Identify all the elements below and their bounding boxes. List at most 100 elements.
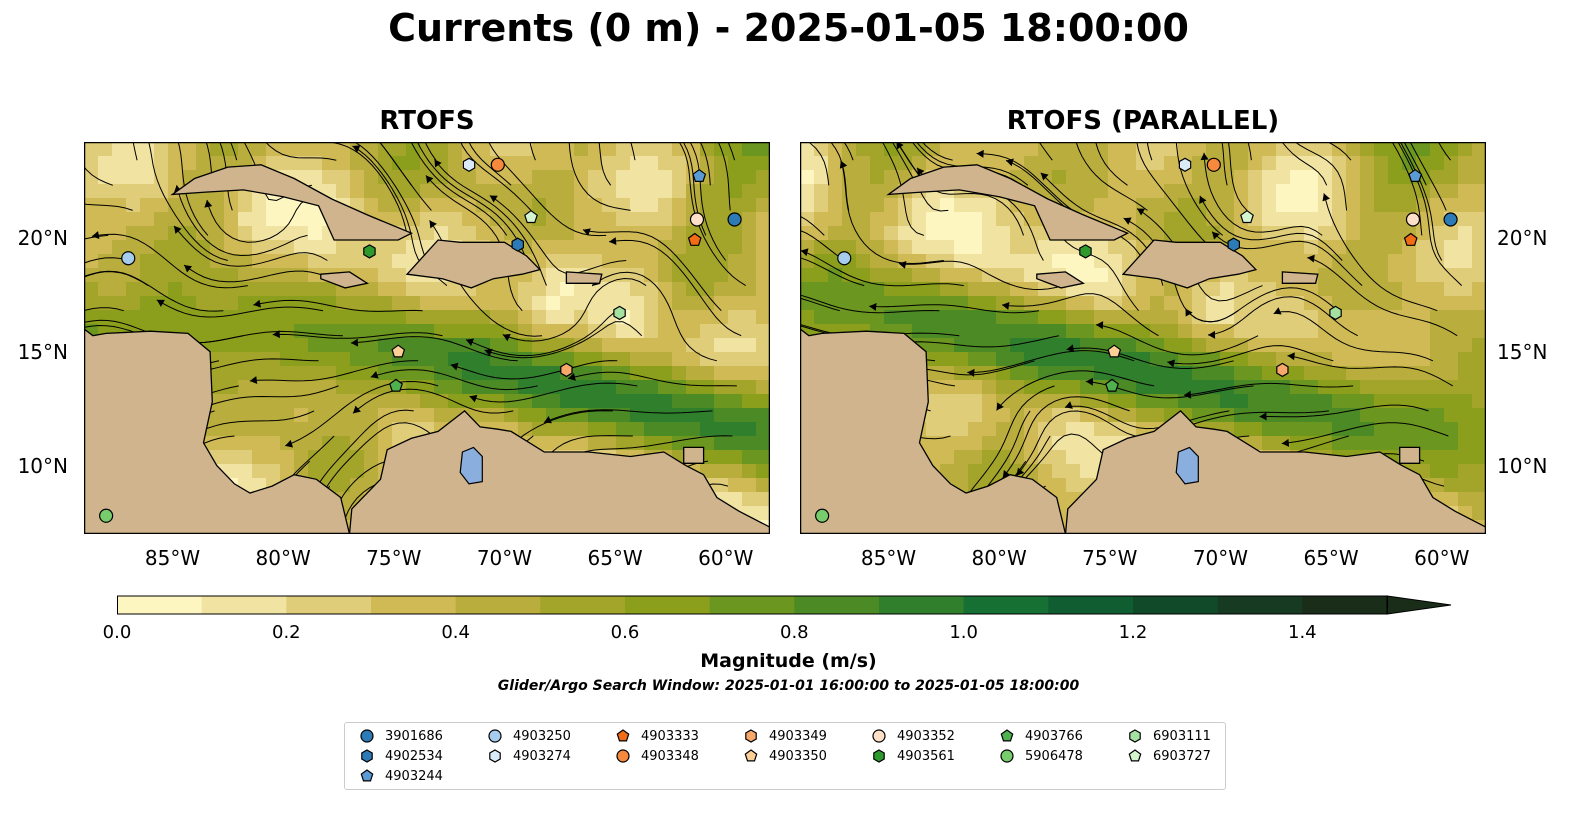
float-4903352-rtofs[interactable]	[689, 212, 705, 227]
float-5906478-rtofs[interactable]	[99, 508, 114, 523]
float-4903333-parallel[interactable]	[1403, 232, 1418, 246]
legend-marker[interactable]	[1128, 749, 1142, 762]
legend-label: 4903348	[641, 748, 699, 764]
lon-tick-label: 70°W	[1192, 546, 1249, 570]
legend-label: 4902534	[385, 748, 443, 764]
float-4903349-rtofs[interactable]	[560, 362, 573, 378]
circle-marker-icon	[616, 749, 630, 763]
land	[800, 142, 1486, 534]
legend-label: 6903111	[1153, 728, 1211, 744]
float-4903349-parallel[interactable]	[1276, 362, 1289, 378]
legend-label: 6903727	[1153, 748, 1211, 764]
legend-marker[interactable]	[873, 749, 885, 763]
hexagon-marker-icon	[745, 729, 757, 743]
legend-marker[interactable]	[361, 749, 373, 763]
colorbar-segment	[540, 596, 626, 614]
float-4903274-rtofs[interactable]	[462, 157, 476, 172]
map-rtofs-parallel[interactable]	[800, 142, 1486, 534]
colorbar-segment	[794, 596, 880, 614]
colorbar-segment	[117, 596, 203, 614]
float-4903350-rtofs[interactable]	[391, 344, 406, 358]
legend-marker[interactable]	[360, 769, 374, 782]
colorbar-segment	[625, 596, 711, 614]
legend-marker[interactable]	[360, 729, 374, 743]
legend-label: 4903333	[641, 728, 699, 744]
lon-tick-label: 65°W	[1303, 546, 1359, 570]
lake-maracaibo	[459, 446, 483, 485]
panel-title-rtofs: RTOFS	[379, 106, 475, 136]
colorbar-label: Magnitude (m/s)	[700, 650, 877, 672]
float-4903561-parallel[interactable]	[1079, 244, 1092, 259]
legend-item-6903727: 6903727	[1127, 748, 1211, 764]
legend-marker[interactable]	[1000, 749, 1014, 763]
float-markers	[815, 157, 1458, 523]
map-frame	[800, 142, 1486, 534]
float-4903350-parallel[interactable]	[1107, 344, 1122, 358]
float-4903348-rtofs[interactable]	[490, 157, 505, 172]
lon-tick-label: 60°W	[1414, 546, 1470, 570]
lon-tick-label: 75°W	[1082, 546, 1138, 570]
lon-tick-label: 60°W	[698, 546, 754, 570]
float-4903333-rtofs[interactable]	[687, 232, 702, 246]
float-6903111-parallel[interactable]	[1329, 305, 1342, 321]
float-6903111-rtofs[interactable]	[613, 305, 626, 321]
float-4903250-rtofs[interactable]	[121, 251, 136, 266]
float-4903561-rtofs[interactable]	[363, 244, 376, 259]
legend-marker[interactable]	[489, 749, 501, 763]
float-3901686-rtofs[interactable]	[727, 212, 742, 227]
float-4903766-parallel[interactable]	[1105, 378, 1119, 392]
colorbar-extend-arrow	[1386, 595, 1452, 615]
float-4903250-parallel[interactable]	[837, 251, 852, 266]
legend-marker[interactable]	[1000, 729, 1014, 742]
legend-label: 4903352	[897, 728, 955, 744]
float-4902534-parallel[interactable]	[1227, 237, 1240, 252]
colorbar-segment	[963, 596, 1049, 614]
float-4903348-parallel[interactable]	[1206, 157, 1221, 172]
colorbar-segment	[455, 596, 541, 614]
colorbar-segment	[201, 596, 287, 614]
colorbar-segment	[879, 596, 965, 614]
lon-tick-label: 75°W	[366, 546, 422, 570]
float-legend: 3901686 4902534 4903244 4903250 4903274 49033…	[344, 722, 1226, 790]
legend-item-6903111: 6903111	[1127, 728, 1211, 744]
legend-marker[interactable]	[744, 749, 758, 762]
legend-label: 3901686	[385, 728, 443, 744]
hexagon-marker-icon	[489, 749, 501, 763]
float-markers	[99, 157, 742, 523]
legend-marker[interactable]	[872, 729, 886, 743]
colorbar-segment	[1302, 596, 1388, 614]
float-4902534-rtofs[interactable]	[511, 237, 524, 252]
lon-tick-label: 80°W	[971, 546, 1027, 570]
lat-tick-label-left: 10°N	[17, 453, 68, 478]
float-6903727-rtofs[interactable]	[524, 209, 538, 224]
colorbar-segment	[286, 596, 372, 614]
legend-label: 4903244	[385, 768, 443, 784]
legend-marker[interactable]	[488, 729, 502, 743]
map-frame	[84, 142, 770, 534]
colorbar-tick-label: 1.2	[1118, 622, 1148, 643]
pentagon-marker-icon	[1128, 749, 1142, 762]
legend-item-4903250: 4903250	[487, 728, 571, 744]
colorbar-segment	[709, 596, 795, 614]
legend-marker[interactable]	[745, 729, 757, 743]
legend-item-4903561: 4903561	[871, 748, 955, 764]
lat-tick-label-right: 20°N	[1497, 225, 1548, 250]
float-4903244-parallel[interactable]	[1408, 168, 1423, 183]
legend-marker[interactable]	[616, 749, 630, 763]
legend-item-4903348: 4903348	[615, 748, 699, 764]
legend-label: 4903250	[513, 728, 571, 744]
float-4903766-rtofs[interactable]	[389, 378, 403, 392]
float-4903244-rtofs[interactable]	[692, 168, 707, 183]
float-3901686-parallel[interactable]	[1443, 212, 1458, 227]
lon-tick-label: 80°W	[255, 546, 311, 570]
float-4903274-parallel[interactable]	[1178, 157, 1192, 172]
legend-marker[interactable]	[1129, 729, 1141, 743]
float-5906478-parallel[interactable]	[815, 508, 830, 523]
legend-marker[interactable]	[616, 729, 630, 742]
lat-tick-label-right: 10°N	[1497, 453, 1548, 478]
map-rtofs[interactable]	[84, 142, 770, 534]
float-4903352-parallel[interactable]	[1405, 212, 1421, 227]
colorbar-tick-label: 0.0	[102, 622, 132, 643]
lake-maracaibo	[1175, 446, 1199, 485]
float-6903727-parallel[interactable]	[1240, 209, 1254, 224]
